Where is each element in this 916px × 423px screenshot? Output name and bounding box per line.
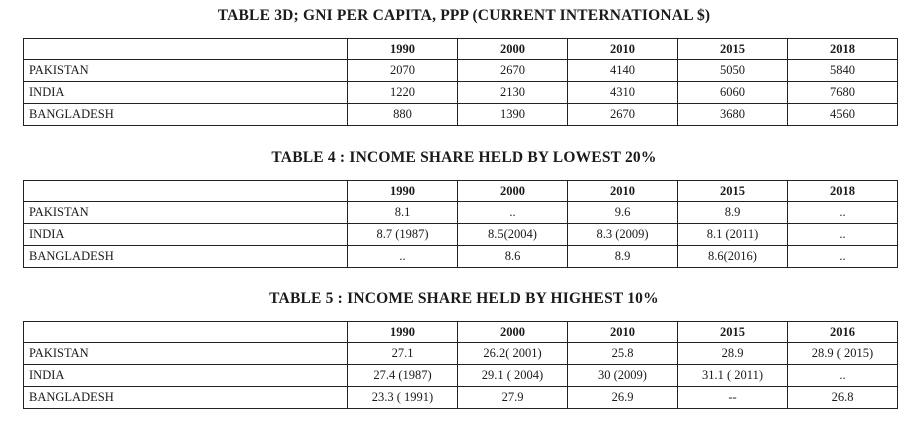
table-4-section: TABLE 4 : INCOME SHARE HELD BY LOWEST 20…: [0, 147, 916, 169]
header-year: 2000: [457, 180, 568, 202]
value-cell: ..: [347, 245, 458, 268]
value-cell: 8.7 (1987): [347, 223, 458, 246]
table-header-row: 1990 2000 2010 2015 2018: [23, 38, 898, 60]
country-cell: BANGLADESH: [23, 103, 348, 126]
value-cell: 1390: [457, 103, 568, 126]
table-header-row: 1990 2000 2010 2015 2016: [23, 321, 898, 343]
value-cell: ..: [787, 364, 898, 387]
value-cell: 8.9: [677, 201, 788, 224]
value-cell: 23.3 ( 1991): [347, 386, 458, 409]
value-cell: 5840: [787, 59, 898, 82]
value-cell: 1220: [347, 81, 458, 104]
value-cell: 30 (2009): [567, 364, 678, 387]
value-cell: 7680: [787, 81, 898, 104]
value-cell: ..: [787, 245, 898, 268]
value-cell: 880: [347, 103, 458, 126]
header-year: 2018: [787, 38, 898, 60]
value-cell: 28.9 ( 2015): [787, 342, 898, 365]
country-cell: INDIA: [23, 364, 348, 387]
value-cell: 2070: [347, 59, 458, 82]
value-cell: 31.1 ( 2011): [677, 364, 788, 387]
value-cell: 27.1: [347, 342, 458, 365]
header-year: 2015: [677, 180, 788, 202]
value-cell: 26.9: [567, 386, 678, 409]
table-row: INDIA 8.7 (1987) 8.5(2004) 8.3 (2009) 8.…: [23, 223, 898, 246]
value-cell: 5050: [677, 59, 788, 82]
value-cell: 27.9: [457, 386, 568, 409]
value-cell: 25.8: [567, 342, 678, 365]
value-cell: 8.6(2016): [677, 245, 788, 268]
table-3d: 1990 2000 2010 2015 2018 PAKISTAN 2070 2…: [23, 38, 898, 126]
value-cell: 9.6: [567, 201, 678, 224]
country-cell: PAKISTAN: [23, 59, 348, 82]
value-cell: 4140: [567, 59, 678, 82]
country-cell: PAKISTAN: [23, 342, 348, 365]
value-cell: --: [677, 386, 788, 409]
table-row: PAKISTAN 2070 2670 4140 5050 5840: [23, 59, 898, 82]
header-year: 1990: [347, 321, 458, 343]
table-5: 1990 2000 2010 2015 2016 PAKISTAN 27.1 2…: [23, 321, 898, 409]
header-year: 2010: [567, 180, 678, 202]
header-year: 1990: [347, 180, 458, 202]
value-cell: 28.9: [677, 342, 788, 365]
header-year: 2015: [677, 321, 788, 343]
table-row: INDIA 1220 2130 4310 6060 7680: [23, 81, 898, 104]
value-cell: 8.1 (2011): [677, 223, 788, 246]
table-4-title: TABLE 4 : INCOME SHARE HELD BY LOWEST 20…: [271, 149, 657, 166]
table-header-row: 1990 2000 2010 2015 2018: [23, 180, 898, 202]
header-year: 2010: [567, 38, 678, 60]
value-cell: 2130: [457, 81, 568, 104]
value-cell: 8.1: [347, 201, 458, 224]
value-cell: 8.5(2004): [457, 223, 568, 246]
value-cell: 4560: [787, 103, 898, 126]
table-row: BANGLADESH 23.3 ( 1991) 27.9 26.9 -- 26.…: [23, 386, 898, 409]
value-cell: 6060: [677, 81, 788, 104]
table-row: BANGLADESH .. 8.6 8.9 8.6(2016) ..: [23, 245, 898, 268]
value-cell: 26.2( 2001): [457, 342, 568, 365]
table-row: BANGLADESH 880 1390 2670 3680 4560: [23, 103, 898, 126]
table-5-title: TABLE 5 : INCOME SHARE HELD BY HIGHEST 1…: [269, 290, 659, 307]
value-cell: ..: [457, 201, 568, 224]
value-cell: 3680: [677, 103, 788, 126]
value-cell: 8.9: [567, 245, 678, 268]
table-row: PAKISTAN 27.1 26.2( 2001) 25.8 28.9 28.9…: [23, 342, 898, 365]
value-cell: 26.8: [787, 386, 898, 409]
country-cell: INDIA: [23, 223, 348, 246]
table-4: 1990 2000 2010 2015 2018 PAKISTAN 8.1 ..…: [23, 180, 898, 268]
header-country: [23, 321, 348, 343]
header-country: [23, 38, 348, 60]
table-3d-section: TABLE 3D; GNI PER CAPITA, PPP (CURRENT I…: [0, 5, 916, 27]
value-cell: 29.1 ( 2004): [457, 364, 568, 387]
header-year: 2016: [787, 321, 898, 343]
table-5-section: TABLE 5 : INCOME SHARE HELD BY HIGHEST 1…: [0, 288, 916, 310]
header-year: 2000: [457, 321, 568, 343]
table-3d-title: TABLE 3D; GNI PER CAPITA, PPP (CURRENT I…: [217, 7, 711, 24]
header-country: [23, 180, 348, 202]
header-year: 2018: [787, 180, 898, 202]
value-cell: 2670: [567, 103, 678, 126]
value-cell: ..: [787, 201, 898, 224]
value-cell: 2670: [457, 59, 568, 82]
header-year: 2015: [677, 38, 788, 60]
country-cell: INDIA: [23, 81, 348, 104]
table-row: PAKISTAN 8.1 .. 9.6 8.9 ..: [23, 201, 898, 224]
header-year: 1990: [347, 38, 458, 60]
table-row: INDIA 27.4 (1987) 29.1 ( 2004) 30 (2009)…: [23, 364, 898, 387]
header-year: 2010: [567, 321, 678, 343]
country-cell: BANGLADESH: [23, 245, 348, 268]
country-cell: PAKISTAN: [23, 201, 348, 224]
country-cell: BANGLADESH: [23, 386, 348, 409]
value-cell: ..: [787, 223, 898, 246]
value-cell: 4310: [567, 81, 678, 104]
value-cell: 8.3 (2009): [567, 223, 678, 246]
value-cell: 27.4 (1987): [347, 364, 458, 387]
value-cell: 8.6: [457, 245, 568, 268]
header-year: 2000: [457, 38, 568, 60]
